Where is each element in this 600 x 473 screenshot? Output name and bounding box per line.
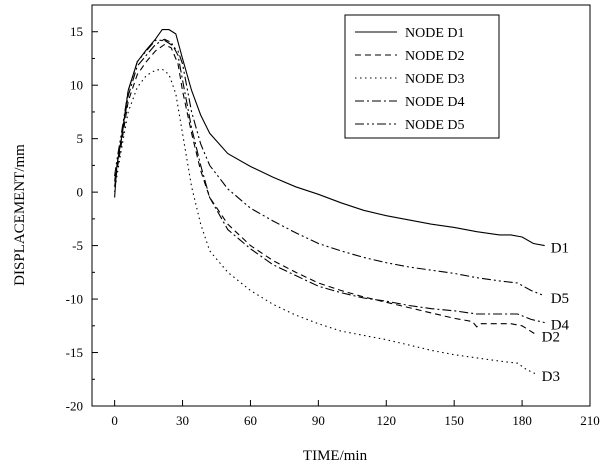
x-tick-label: 90: [312, 413, 325, 428]
series-line-d5: [114, 39, 545, 297]
y-tick-label: 0: [77, 185, 84, 200]
x-tick-label: 120: [377, 413, 397, 428]
series-end-label: D1: [551, 241, 569, 257]
y-tick-label: -5: [72, 238, 83, 253]
plot-frame: [91, 4, 591, 407]
y-tick-label: 15: [70, 24, 83, 39]
y-tick-label: 10: [70, 78, 83, 93]
x-tick-label: 150: [444, 413, 464, 428]
x-tick-label: 180: [512, 413, 532, 428]
y-tick-label: 5: [77, 131, 84, 146]
series-line-d2: [114, 43, 536, 335]
series-end-label: D2: [542, 329, 560, 345]
x-tick-label: 0: [111, 413, 118, 428]
x-tick-label: 210: [580, 413, 600, 428]
legend-label: NODE D3: [405, 72, 465, 87]
legend-label: NODE D4: [405, 95, 465, 110]
axis-ticks: 0 30 60 90 120 150 180 210 -20 -15 -10 -5 0 5 10 15: [66, 24, 600, 428]
legend-box: [344, 14, 500, 139]
series-layer: [114, 29, 545, 375]
x-tick-label: 60: [244, 413, 257, 428]
series-end-label: D5: [551, 291, 569, 307]
x-axis-title: TIME/min: [303, 448, 368, 464]
y-tick-label: -20: [66, 399, 83, 414]
legend-label: NODE D1: [405, 26, 465, 41]
y-tick-label: -10: [66, 292, 83, 307]
series-line-d1: [114, 29, 545, 247]
y-tick-label: -15: [66, 345, 83, 360]
series-line-d3: [114, 68, 536, 375]
legend: NODE D1 NODE D2 NODE D3 NODE D4 NODE D5: [344, 14, 500, 139]
series-end-label: D4: [551, 318, 570, 334]
y-axis-title: DISPLACEMENT/mm: [12, 144, 28, 286]
series-line-d4: [114, 38, 545, 324]
series-end-labels: D1 D2 D3 D4 D5: [542, 241, 570, 385]
legend-label: NODE D5: [405, 118, 465, 133]
plot-border: [91, 4, 591, 407]
legend-label: NODE D2: [405, 49, 465, 64]
series-end-label: D3: [542, 369, 560, 385]
x-tick-label: 30: [176, 413, 189, 428]
